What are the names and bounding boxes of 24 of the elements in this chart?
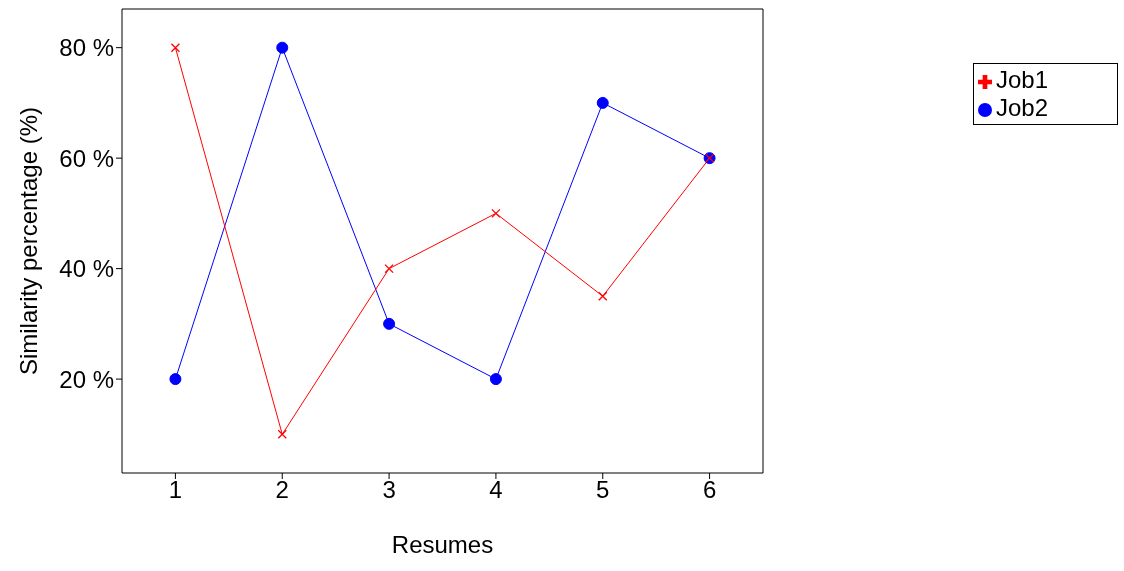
point <box>384 263 394 274</box>
point <box>169 373 182 386</box>
x-tick-label: 3 <box>382 476 396 504</box>
y-tick-label: 20 % <box>59 365 114 393</box>
point <box>276 41 289 54</box>
y-tick-label: 80 % <box>59 34 114 62</box>
x-tick-label: 2 <box>275 476 289 504</box>
x-axis-title: Resumes <box>391 531 494 558</box>
y-tick-label: 60 % <box>59 144 114 172</box>
y-axis-title: Similarity percentage (%) <box>14 106 42 376</box>
point <box>489 373 502 386</box>
x-tick-label: 5 <box>596 476 610 504</box>
y-tick-label: 40 % <box>59 255 114 283</box>
x-tick-label: 4 <box>489 476 503 504</box>
legend-label: Job2 <box>996 94 1049 121</box>
point <box>170 43 181 53</box>
legend-label: Job1 <box>996 66 1049 93</box>
point <box>491 208 501 219</box>
point <box>383 317 396 330</box>
x-tick-label: 1 <box>168 476 183 504</box>
point <box>596 96 609 109</box>
x-tick-label: 6 <box>702 476 717 504</box>
point <box>277 429 287 439</box>
point <box>598 291 608 301</box>
